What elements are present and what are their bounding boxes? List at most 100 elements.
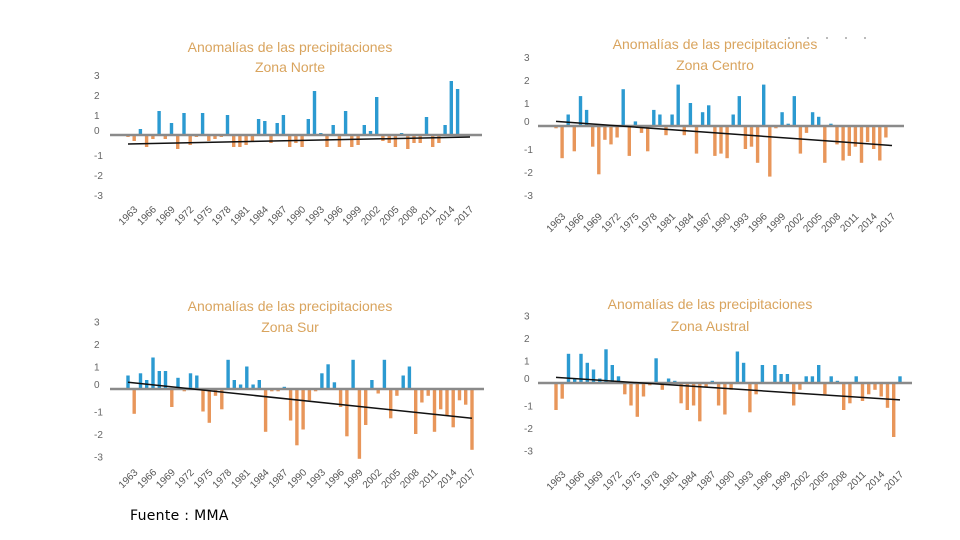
bar-2004 [810, 112, 815, 126]
bar-2015 [455, 89, 460, 135]
y-tick-label: -3 [524, 191, 533, 202]
bar-1994 [754, 383, 758, 395]
bar-1980 [666, 378, 671, 383]
bar-1979 [660, 383, 664, 390]
bar-1971 [182, 113, 186, 135]
bar-2014 [872, 126, 876, 149]
bar-1992 [312, 91, 317, 135]
bar-2016 [464, 389, 468, 405]
bar-2005 [395, 389, 399, 396]
bar-1974 [201, 389, 205, 412]
bar-1985 [694, 126, 699, 154]
x-tick-label: 1993 [733, 469, 757, 493]
bar-1964 [138, 373, 143, 389]
trend-line [127, 136, 471, 145]
bar-2004 [389, 389, 393, 419]
bar-1965 [573, 378, 577, 383]
x-tick-label: 1972 [601, 469, 625, 493]
bar-1978 [226, 359, 230, 390]
x-tick-label: 1984 [247, 204, 271, 228]
bar-2003 [804, 126, 809, 133]
bar-2000 [792, 383, 796, 406]
x-tick-label: 1981 [229, 467, 253, 491]
bar-2015 [885, 383, 890, 408]
x-tick-label: 1969 [154, 467, 178, 491]
x-tick-label: 2005 [380, 467, 404, 491]
bar-2012 [439, 389, 443, 410]
y-tick-label: -3 [524, 447, 533, 458]
x-tick-label: 1966 [136, 467, 160, 491]
bar-1971 [609, 126, 613, 145]
chart-centro: Anomalías de las precipitaciones Zona Cen… [524, 36, 904, 235]
bar-1978 [654, 358, 658, 384]
bar-1991 [306, 119, 310, 135]
bar-1989 [723, 383, 727, 415]
bar-1995 [760, 365, 765, 383]
bar-2005 [823, 383, 827, 395]
x-tick-label: 2005 [378, 204, 402, 228]
bar-1996 [337, 135, 342, 147]
bar-2002 [376, 389, 380, 394]
bar-2011 [860, 383, 865, 401]
bar-1975 [635, 383, 639, 417]
bar-2005 [393, 135, 398, 147]
bar-1984 [688, 103, 693, 126]
bar-1992 [737, 96, 741, 126]
bar-1997 [773, 365, 777, 383]
x-tick-label: 1975 [192, 467, 216, 491]
bar-2006 [401, 375, 405, 389]
chart-title: Anomalías de las precipitaciones [613, 36, 818, 52]
bar-1991 [735, 351, 740, 383]
x-tick-label: 1969 [581, 211, 605, 235]
bar-1964 [566, 114, 570, 126]
x-tick-label: 2011 [418, 467, 441, 490]
bar-2014 [451, 389, 455, 428]
bar-1979 [232, 135, 236, 147]
bar-2009 [848, 383, 852, 404]
bar-1972 [188, 135, 192, 145]
bar-1975 [207, 135, 211, 141]
bar-1976 [641, 383, 646, 397]
bar-1970 [176, 377, 180, 390]
bar-1985 [269, 135, 273, 143]
x-tick-label: 1969 [582, 469, 606, 493]
x-tick-label: 2017 [453, 204, 477, 228]
x-tick-label: 1990 [710, 211, 734, 235]
y-tick-label: 0 [94, 126, 100, 137]
bar-1988 [288, 389, 293, 421]
bar-1982 [679, 383, 683, 404]
bar-1991 [731, 114, 735, 126]
bar-1988 [716, 383, 721, 406]
bar-2010 [424, 117, 429, 135]
bar-2006 [823, 126, 827, 163]
bar-1992 [741, 362, 746, 384]
bar-1996 [762, 84, 766, 126]
x-tick-label: 2002 [783, 211, 807, 235]
bar-1978 [652, 109, 656, 126]
bar-2005 [817, 116, 821, 126]
y-tick-label: 2 [524, 76, 530, 87]
bar-1997 [343, 111, 348, 135]
bar-2001 [798, 383, 802, 390]
chart-austral: Anomalías de las precipitaciones Zona Aus… [524, 296, 912, 493]
y-tick-label: -3 [94, 453, 103, 464]
y-tick-label: 2 [94, 340, 100, 351]
bar-1977 [646, 126, 650, 152]
x-tick-label: 1987 [267, 467, 291, 491]
bar-1978 [225, 115, 230, 135]
chart-panel-centro: Anomalías de las precipitaciones Zona Cen… [510, 32, 910, 252]
x-tick-label: 1993 [303, 204, 327, 228]
bar-1979 [232, 380, 236, 389]
y-tick-label: 1 [524, 357, 530, 368]
bar-2008 [835, 126, 839, 145]
x-tick-label: 2014 [864, 469, 888, 493]
bar-1976 [639, 126, 644, 133]
chart-subtitle: Zona Centro [676, 57, 754, 73]
bar-1967 [157, 111, 161, 135]
chart-subtitle: Zona Austral [671, 318, 750, 334]
bar-1984 [691, 383, 696, 406]
x-tick-label: 1963 [117, 204, 141, 228]
x-tick-label: 1963 [545, 469, 569, 493]
source-label: Fuente : MMA [130, 508, 229, 524]
bar-1966 [151, 357, 155, 389]
